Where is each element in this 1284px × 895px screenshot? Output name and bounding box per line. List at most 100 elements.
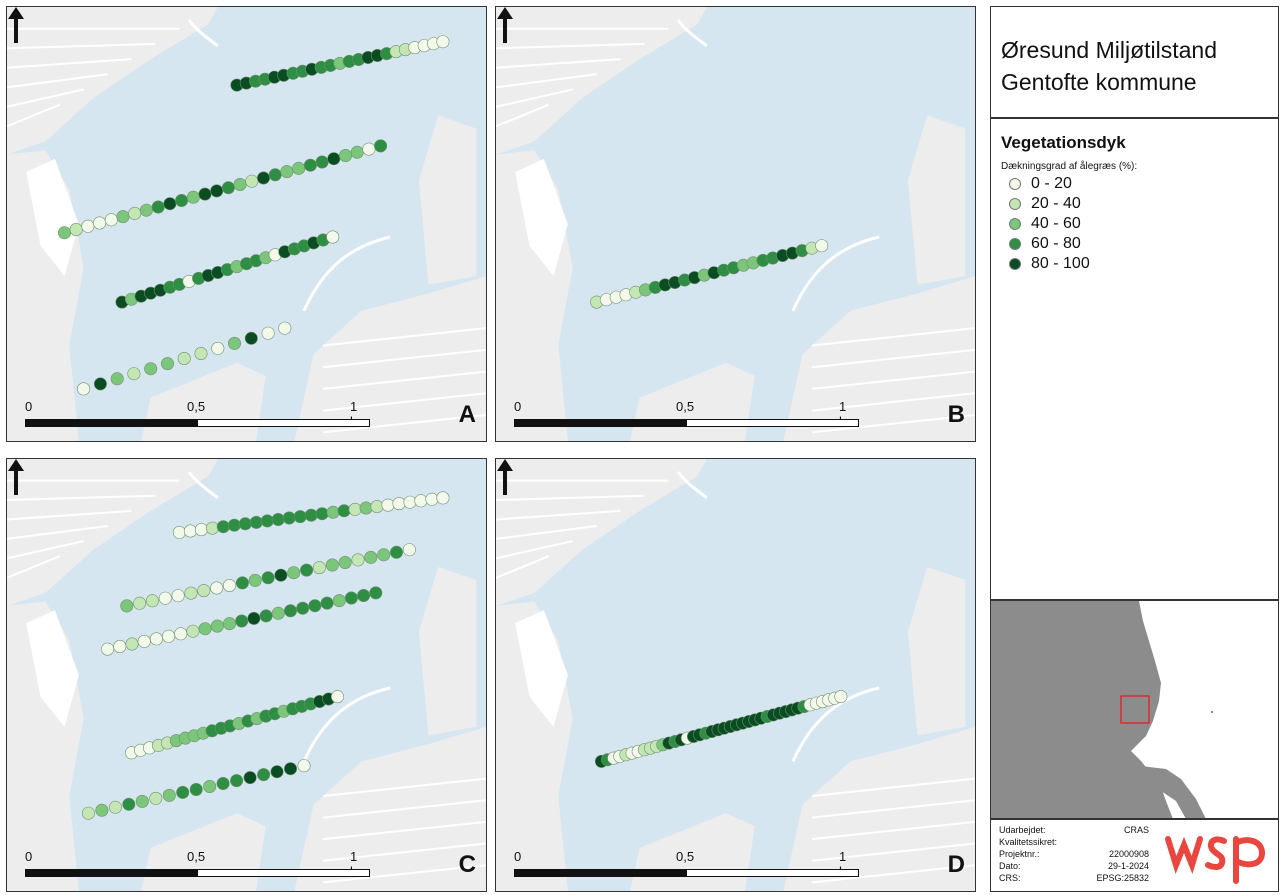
scale-zero: 0 bbox=[25, 849, 33, 864]
survey-point bbox=[108, 800, 122, 814]
survey-point bbox=[149, 791, 163, 805]
survey-point bbox=[230, 774, 244, 788]
survey-point bbox=[259, 609, 273, 623]
survey-point bbox=[101, 642, 115, 656]
survey-point bbox=[216, 520, 230, 534]
legend-item: 80 - 100 bbox=[1009, 255, 1090, 273]
survey-point bbox=[402, 543, 416, 557]
info-key: Projektnr.: bbox=[999, 849, 1040, 859]
survey-point bbox=[815, 239, 829, 253]
survey-point bbox=[69, 223, 83, 237]
info-value: EPSG:25832 bbox=[1096, 873, 1149, 883]
survey-point bbox=[133, 596, 147, 610]
survey-point bbox=[248, 573, 262, 587]
survey-point bbox=[303, 158, 317, 172]
info-row: CRS: EPSG:25832 bbox=[999, 873, 1149, 883]
survey-point bbox=[261, 326, 275, 340]
panel-letter-c: C bbox=[458, 851, 476, 878]
survey-point bbox=[197, 584, 211, 598]
survey-point bbox=[260, 514, 274, 528]
survey-point bbox=[338, 149, 352, 163]
scale-mid: 0,5 bbox=[676, 399, 695, 414]
survey-point bbox=[93, 377, 107, 391]
survey-point bbox=[283, 604, 297, 618]
map-subtitle: Gentofte kommune bbox=[1001, 69, 1197, 95]
survey-point bbox=[228, 336, 242, 350]
survey-point bbox=[223, 617, 237, 631]
survey-points-b bbox=[590, 239, 829, 309]
survey-point bbox=[332, 594, 346, 608]
survey-point bbox=[296, 601, 310, 615]
scale-bar: 0 0,5 1 km bbox=[514, 399, 859, 429]
survey-points-d bbox=[594, 690, 848, 768]
legend-item: 40 - 60 bbox=[1009, 215, 1081, 233]
survey-point bbox=[216, 776, 230, 790]
north-arrow-icon bbox=[8, 459, 24, 495]
survey-point bbox=[403, 495, 417, 509]
survey-point bbox=[221, 181, 235, 195]
survey-point bbox=[271, 606, 285, 620]
scale-zero: 0 bbox=[514, 399, 522, 414]
survey-point bbox=[381, 498, 395, 512]
survey-point bbox=[348, 502, 362, 516]
north-arrow-icon bbox=[497, 459, 513, 495]
survey-point bbox=[137, 634, 151, 648]
survey-point bbox=[243, 771, 257, 785]
survey-point bbox=[315, 507, 329, 521]
survey-point bbox=[326, 230, 340, 244]
map-panel-c[interactable]: 0 0,5 1 km C bbox=[6, 458, 487, 892]
survey-point bbox=[304, 508, 318, 522]
wsp-logo bbox=[1165, 836, 1266, 884]
survey-point bbox=[244, 331, 258, 345]
survey-point bbox=[162, 788, 176, 802]
survey-point bbox=[198, 187, 212, 201]
north-arrow-icon bbox=[8, 7, 24, 43]
survey-point bbox=[95, 803, 109, 817]
survey-point bbox=[186, 190, 200, 204]
survey-point bbox=[315, 155, 329, 169]
legend-item: 20 - 40 bbox=[1009, 195, 1081, 213]
survey-point bbox=[245, 174, 259, 188]
map-panel-a[interactable]: 0 0,5 1 km A bbox=[6, 6, 487, 442]
survey-point bbox=[211, 341, 225, 355]
survey-point bbox=[210, 581, 224, 595]
survey-point bbox=[280, 165, 294, 179]
survey-point bbox=[389, 545, 403, 559]
survey-point bbox=[120, 599, 134, 613]
legend-swatch bbox=[1009, 198, 1021, 210]
survey-point bbox=[425, 492, 439, 506]
scale-zero: 0 bbox=[514, 849, 522, 864]
survey-point bbox=[257, 768, 271, 782]
survey-point bbox=[436, 491, 450, 505]
survey-point bbox=[235, 576, 249, 590]
survey-point bbox=[282, 511, 296, 525]
survey-points-a bbox=[57, 35, 450, 396]
info-key: Dato: bbox=[999, 861, 1021, 871]
survey-point bbox=[247, 611, 261, 625]
survey-point bbox=[81, 219, 95, 233]
info-row: Udarbejdet: CRAS bbox=[999, 825, 1149, 835]
title-box: Øresund Miljøtilstand Gentofte kommune bbox=[990, 6, 1279, 118]
info-row: Kvalitetssikret: bbox=[999, 837, 1149, 847]
survey-point bbox=[235, 614, 249, 628]
survey-points-c bbox=[81, 491, 450, 820]
survey-point bbox=[369, 586, 383, 600]
survey-point bbox=[135, 794, 149, 808]
survey-point bbox=[337, 504, 351, 518]
survey-point bbox=[189, 782, 203, 796]
legend-title: Vegetationsdyk bbox=[1001, 133, 1126, 152]
survey-point bbox=[233, 178, 247, 192]
survey-point bbox=[186, 624, 200, 638]
survey-point bbox=[128, 206, 142, 220]
survey-point bbox=[176, 785, 190, 799]
survey-point bbox=[414, 494, 428, 508]
map-panel-b[interactable]: 0 0,5 1 km B bbox=[495, 6, 976, 442]
survey-point bbox=[283, 762, 297, 776]
legend-swatch bbox=[1009, 178, 1021, 190]
basemap-b bbox=[496, 7, 975, 441]
map-panel-d[interactable]: 0 0,5 1 km D bbox=[495, 458, 976, 892]
panel-letter-b: B bbox=[947, 401, 965, 428]
survey-point bbox=[162, 629, 176, 643]
survey-point bbox=[145, 594, 159, 608]
info-value: 29-1-2024 bbox=[1107, 861, 1149, 871]
